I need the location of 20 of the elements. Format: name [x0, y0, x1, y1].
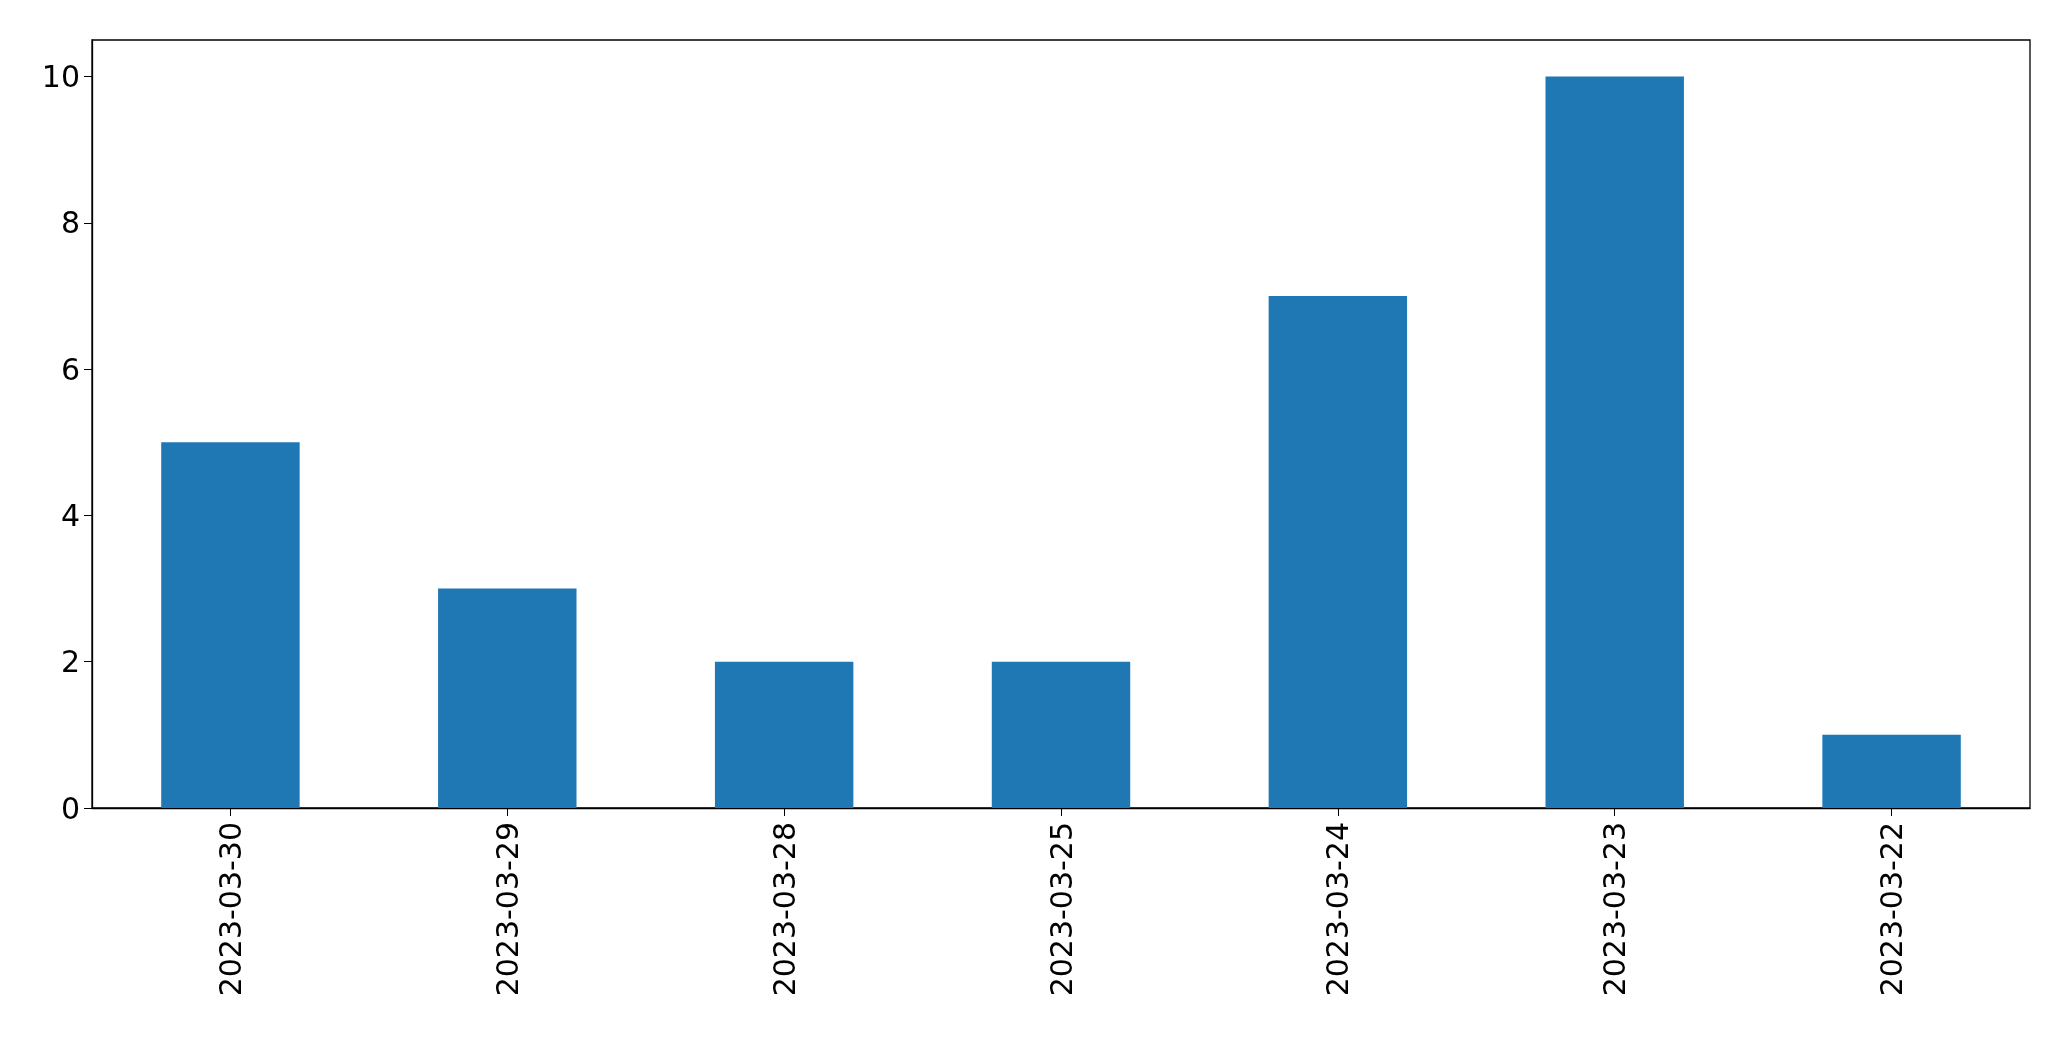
x-tick-label: 2023-03-22: [1874, 822, 1910, 997]
x-tick-label: 2023-03-24: [1320, 822, 1356, 997]
x-tick-label: 2023-03-30: [212, 822, 248, 997]
y-tick-label: 4: [60, 497, 80, 533]
bar: [991, 661, 1131, 808]
x-tick-label: 2023-03-28: [766, 822, 802, 997]
bar: [1822, 734, 1961, 808]
bar: [1268, 296, 1408, 808]
x-tick-label: 2023-03-23: [1597, 822, 1633, 997]
bar: [1545, 76, 1684, 808]
x-tick-label: 2023-03-25: [1043, 822, 1079, 997]
y-tick-label: 10: [41, 59, 80, 95]
y-tick-label: 6: [60, 351, 80, 387]
y-tick-label: 8: [60, 205, 80, 241]
bar: [438, 588, 577, 808]
y-tick-label: 2: [60, 644, 80, 680]
x-tick-label: 2023-03-29: [489, 822, 525, 997]
y-tick-label: 0: [60, 790, 80, 826]
bar: [161, 442, 300, 808]
bar: [714, 661, 854, 808]
